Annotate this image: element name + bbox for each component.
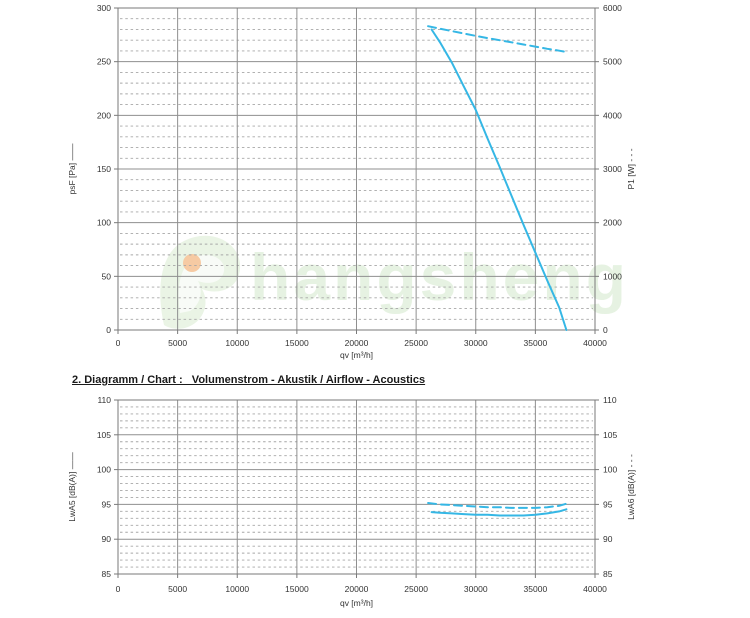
left-axis-tick-label: 110: [97, 395, 111, 405]
x-axis-title: qv [m³/h]: [340, 598, 373, 608]
x-axis-tick-label: 15000: [285, 338, 309, 348]
right-axis-tick-label: 85: [603, 569, 613, 579]
x-axis-tick-label: 35000: [524, 584, 548, 594]
x-axis-tick-label: 15000: [285, 584, 309, 594]
plot-frame: [117, 7, 596, 331]
left-axis-tick-label: 50: [102, 271, 112, 281]
x-axis-tick-label: 20000: [345, 584, 369, 594]
acoustics-chart-title: 2. Diagramm / Chart : Volumenstrom - Aku…: [72, 374, 426, 386]
right-axis-title: LwA6 [dB(A)] - - -: [626, 454, 636, 520]
right-axis-tick-label: 95: [603, 499, 613, 509]
right-axis-tick-label: 90: [603, 534, 613, 544]
psF-curve: [430, 28, 568, 331]
right-axis-tick-label: 0: [603, 325, 608, 335]
x-axis-tick-label: 25000: [404, 338, 428, 348]
left-axis-tick-label: 95: [102, 499, 112, 509]
x-axis-tick-label: 10000: [225, 338, 249, 348]
left-axis-tick-label: 90: [102, 534, 112, 544]
x-axis-tick-label: 30000: [464, 338, 488, 348]
x-axis-tick-label: 0: [116, 338, 121, 348]
right-axis-tick-label: 5000: [603, 57, 622, 67]
x-axis-tick-label: 10000: [225, 584, 249, 594]
left-axis-tick-label: 150: [97, 164, 111, 174]
right-axis-tick-label: 110: [603, 395, 617, 405]
x-axis-tick-label: 35000: [524, 338, 548, 348]
left-axis-tick-label: 85: [102, 569, 112, 579]
x-axis-tick-label: 40000: [583, 338, 607, 348]
airflow-pressure-chart: 0501001502002503000100020003000400050006…: [67, 3, 636, 360]
x-axis-tick-label: 30000: [464, 584, 488, 594]
left-axis-tick-label: 100: [97, 218, 111, 228]
right-axis-title: P1 [W] - - -: [626, 148, 636, 189]
right-axis-tick-label: 6000: [603, 3, 622, 13]
LwA6-curve: [427, 502, 568, 509]
left-axis-tick-label: 100: [97, 465, 111, 475]
right-axis-tick-label: 100: [603, 465, 617, 475]
left-axis-tick-label: 300: [97, 3, 111, 13]
right-axis-tick-label: 3000: [603, 164, 622, 174]
left-axis-title: LwA5 [dB(A)] ——: [67, 452, 77, 522]
left-axis-tick-label: 105: [97, 430, 111, 440]
x-axis-tick-label: 20000: [345, 338, 369, 348]
LwA5-curve: [430, 508, 568, 517]
plot-frame: [117, 399, 596, 575]
x-axis-tick-label: 5000: [168, 584, 187, 594]
left-axis-tick-label: 250: [97, 57, 111, 67]
left-axis-tick-label: 200: [97, 110, 111, 120]
left-axis-title: psF [Pa] ——: [67, 143, 77, 195]
x-axis-tick-label: 40000: [583, 584, 607, 594]
x-axis-tick-label: 25000: [404, 584, 428, 594]
right-axis-tick-label: 4000: [603, 110, 622, 120]
right-axis-tick-label: 1000: [603, 271, 622, 281]
x-axis-tick-label: 0: [116, 584, 121, 594]
x-axis-title: qv [m³/h]: [340, 350, 373, 360]
x-axis-tick-label: 5000: [168, 338, 187, 348]
left-axis-tick-label: 0: [106, 325, 111, 335]
airflow-acoustics-chart: 85 90 95 100 105 110 85 90 95 100 105 110 0 5000 10000…: [67, 395, 636, 608]
P1-curve: [427, 25, 568, 53]
right-axis-tick-label: 105: [603, 430, 617, 440]
right-axis-tick-label: 2000: [603, 218, 622, 228]
